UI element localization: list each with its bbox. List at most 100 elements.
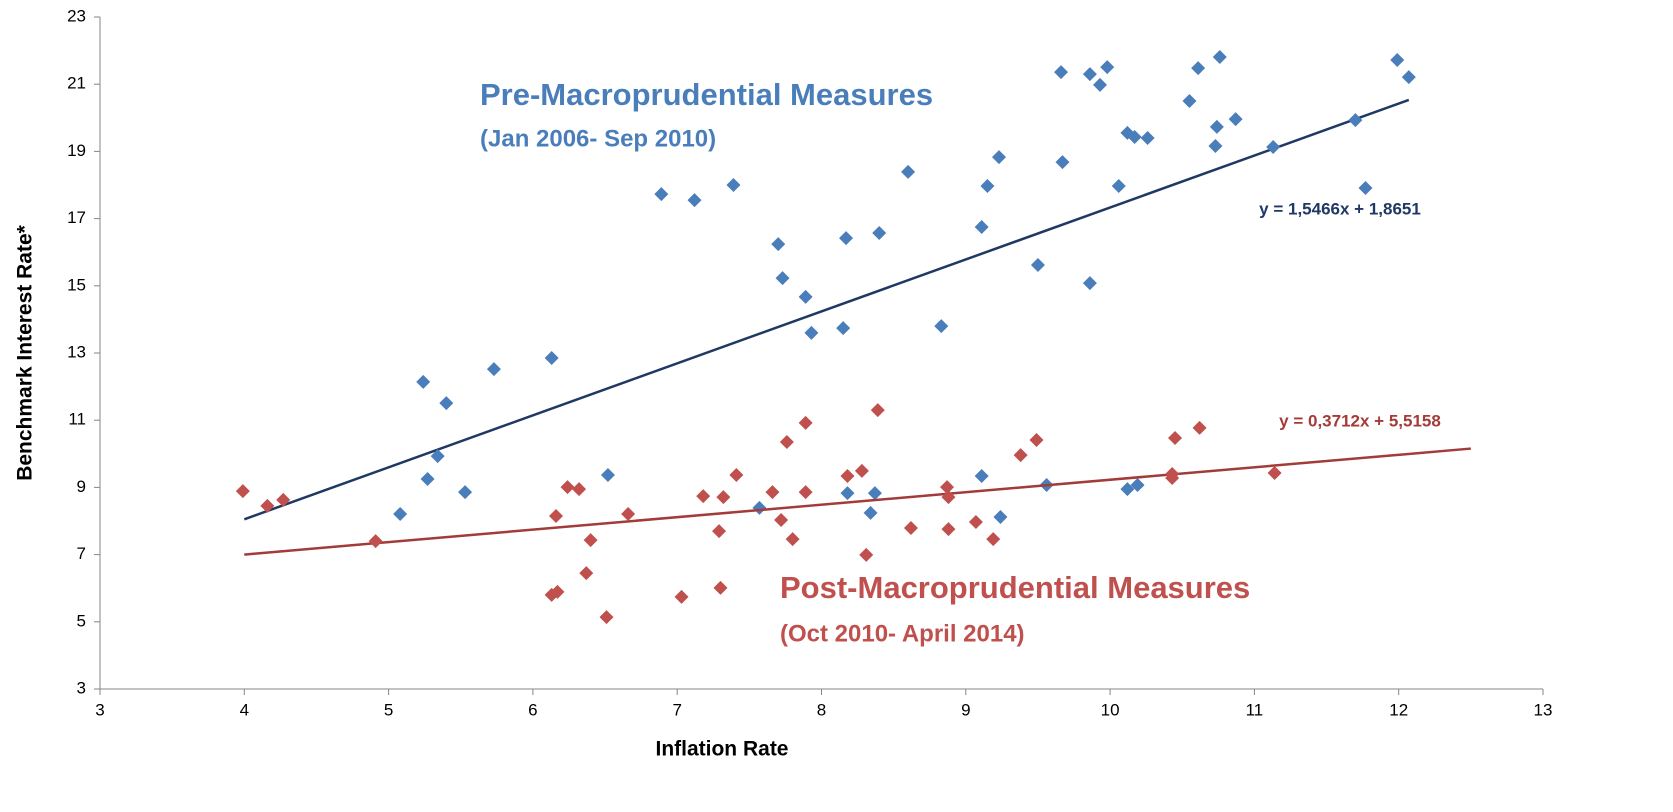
point [785,532,800,547]
point [674,589,689,604]
point [840,486,855,501]
point [1165,470,1180,485]
point [941,490,956,505]
point [696,489,711,504]
point [486,362,501,377]
point [752,500,767,515]
point [1182,94,1197,108]
point [550,584,565,599]
point [765,485,780,500]
y-tick-label: 9 [77,477,86,496]
point [974,468,989,483]
point [968,515,983,530]
point [1013,448,1028,463]
point [867,486,882,501]
point [1390,53,1405,68]
trend-equation: y = 1,5466x + 1,8651 [1259,199,1421,218]
point [1082,276,1097,291]
y-tick-label: 13 [67,342,86,361]
point [572,482,587,497]
point [1030,257,1045,272]
y-tick-label: 15 [67,275,86,294]
point [713,580,728,595]
point [276,492,291,507]
point [986,532,1001,547]
x-tick-label: 7 [672,700,681,719]
trend-line [244,447,1471,556]
point [430,449,445,464]
point [859,547,874,562]
y-axis-title: Benchmark Interest Rate* [14,224,37,480]
point [934,319,949,334]
point [771,237,786,252]
point [1130,478,1145,493]
point [798,289,813,304]
point [903,521,918,536]
point [854,463,869,478]
point [560,480,575,495]
point [368,534,383,549]
point [548,508,563,523]
x-axis-title: Inflation Rate [655,738,788,761]
y-tick-label: 21 [67,74,86,93]
point [420,472,435,486]
point [1266,140,1281,155]
point [1127,129,1142,144]
point [1111,179,1126,194]
point [774,512,789,527]
point [1168,431,1183,446]
point [1267,465,1282,480]
x-tick-label: 13 [1534,700,1553,719]
point [579,566,594,581]
point [416,374,431,389]
x-tick-label: 6 [528,700,537,719]
point [872,226,887,241]
point [716,490,731,505]
series-name: Pre-Macroprudential Measures [480,77,933,112]
point [654,187,669,202]
y-tick-label: 5 [77,611,86,630]
point [1192,420,1207,435]
point [1348,113,1363,128]
y-tick-label: 17 [67,208,86,227]
x-tick-label: 5 [384,700,393,719]
point [729,467,744,482]
point [583,533,598,548]
point [1209,119,1224,134]
point [980,179,995,194]
point [1401,70,1416,85]
series-name: Post-Macroprudential Measures [780,570,1250,605]
point [1055,155,1070,170]
point [901,164,916,179]
point [1120,482,1135,497]
point [600,467,615,482]
x-tick-label: 12 [1389,700,1408,719]
point [1191,61,1206,76]
series-period: (Oct 2010- April 2014) [780,620,1025,647]
point [544,351,559,366]
point [779,435,794,450]
point [775,271,790,286]
x-tick-label: 9 [961,700,970,719]
point [393,506,408,521]
x-tick-label: 4 [240,700,249,719]
point [1212,49,1227,64]
x-tick-label: 11 [1246,700,1264,719]
point [621,506,636,521]
point [439,396,454,411]
point [712,524,727,539]
y-tick-label: 19 [67,141,86,160]
point [1054,65,1069,80]
point [1208,139,1223,154]
point [260,498,275,513]
y-tick-label: 3 [77,678,86,697]
point [1082,67,1097,82]
x-tick-label: 8 [817,700,826,719]
point [599,610,614,625]
point [235,484,250,499]
y-tick-label: 23 [67,6,86,25]
point [993,509,1008,524]
point [940,480,955,495]
